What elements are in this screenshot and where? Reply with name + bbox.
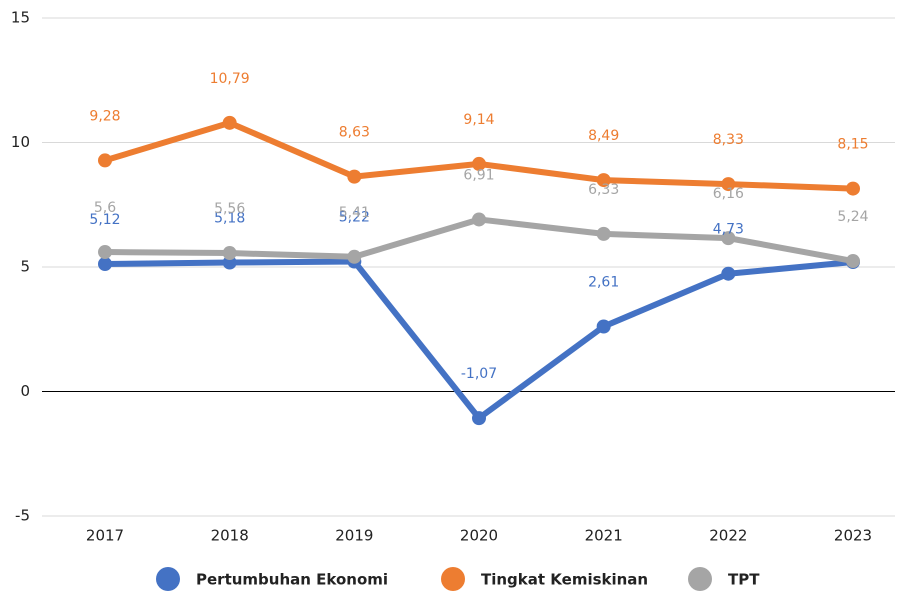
- y-tick-label: 10: [11, 133, 30, 151]
- data-point: [222, 115, 237, 130]
- data-label: 8,15: [837, 137, 868, 153]
- data-label: 5,22: [339, 210, 370, 226]
- data-point: [721, 266, 736, 281]
- x-tick-label: 2023: [834, 527, 872, 545]
- legend-label: Pertumbuhan Ekonomi: [196, 571, 388, 589]
- x-tick-label: 2017: [86, 527, 124, 545]
- legend-label: Tingkat Kemiskinan: [481, 571, 648, 589]
- data-point: [596, 173, 611, 188]
- data-point: [98, 257, 112, 272]
- data-point: [98, 153, 112, 168]
- data-point: [347, 249, 362, 264]
- data-point: [472, 156, 486, 171]
- data-point: [222, 246, 237, 261]
- legend-label: TPT: [728, 571, 760, 589]
- data-point: [596, 226, 611, 241]
- data-label: 5,6: [94, 200, 116, 216]
- data-label: 8,63: [339, 125, 370, 141]
- data-label: 5,24: [837, 209, 868, 225]
- legend-marker: [156, 567, 180, 591]
- x-tick-label: 2019: [335, 527, 373, 545]
- y-tick-label: 5: [20, 258, 30, 276]
- data-label: 9,28: [89, 108, 120, 124]
- legend-marker: [441, 567, 465, 591]
- data-label: 4,73: [713, 222, 744, 238]
- y-tick-label: -5: [15, 507, 30, 525]
- data-label: 2,61: [588, 275, 619, 291]
- data-label: 10,79: [210, 71, 250, 87]
- y-tick-label: 15: [11, 9, 30, 27]
- series-line: [104, 258, 854, 422]
- x-tick-label: 2021: [585, 527, 623, 545]
- x-tick-label: 2020: [460, 527, 498, 545]
- data-point: [472, 212, 486, 227]
- legend-marker: [688, 567, 712, 591]
- data-label: 8,33: [713, 132, 744, 148]
- y-tick-label: 0: [20, 382, 30, 400]
- x-tick-label: 2018: [211, 527, 249, 545]
- data-point: [721, 177, 736, 192]
- x-tick-label: 2022: [709, 527, 747, 545]
- data-label: 6,91: [463, 167, 494, 183]
- data-label: 5,12: [89, 212, 120, 228]
- data-label: -1,07: [461, 366, 497, 382]
- data-label: 8,49: [588, 128, 619, 144]
- data-point: [846, 254, 860, 269]
- data-point: [347, 169, 362, 184]
- data-label: 9,14: [463, 112, 494, 128]
- data-point: [846, 181, 860, 196]
- data-label: 6,16: [713, 186, 744, 202]
- data-label: 6,33: [588, 182, 619, 198]
- data-point: [98, 245, 112, 260]
- data-label: 5,18: [214, 211, 245, 227]
- data-point: [596, 319, 611, 334]
- data-point: [721, 231, 736, 246]
- data-label: 5,41: [339, 205, 370, 221]
- data-point: [472, 411, 486, 426]
- data-label: 5,56: [214, 201, 245, 217]
